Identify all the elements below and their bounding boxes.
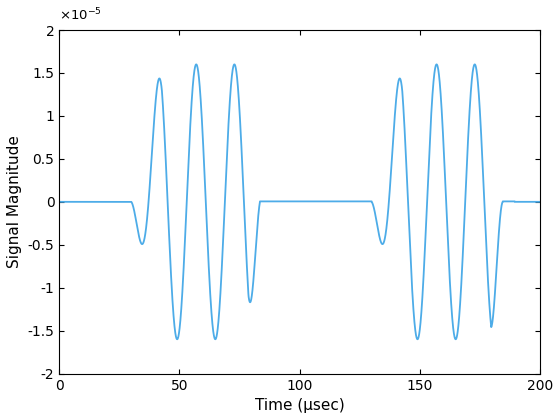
Text: $\times10^{-5}$: $\times10^{-5}$ bbox=[59, 7, 102, 23]
X-axis label: Time (μsec): Time (μsec) bbox=[255, 398, 344, 413]
Y-axis label: Signal Magnitude: Signal Magnitude bbox=[7, 135, 22, 268]
